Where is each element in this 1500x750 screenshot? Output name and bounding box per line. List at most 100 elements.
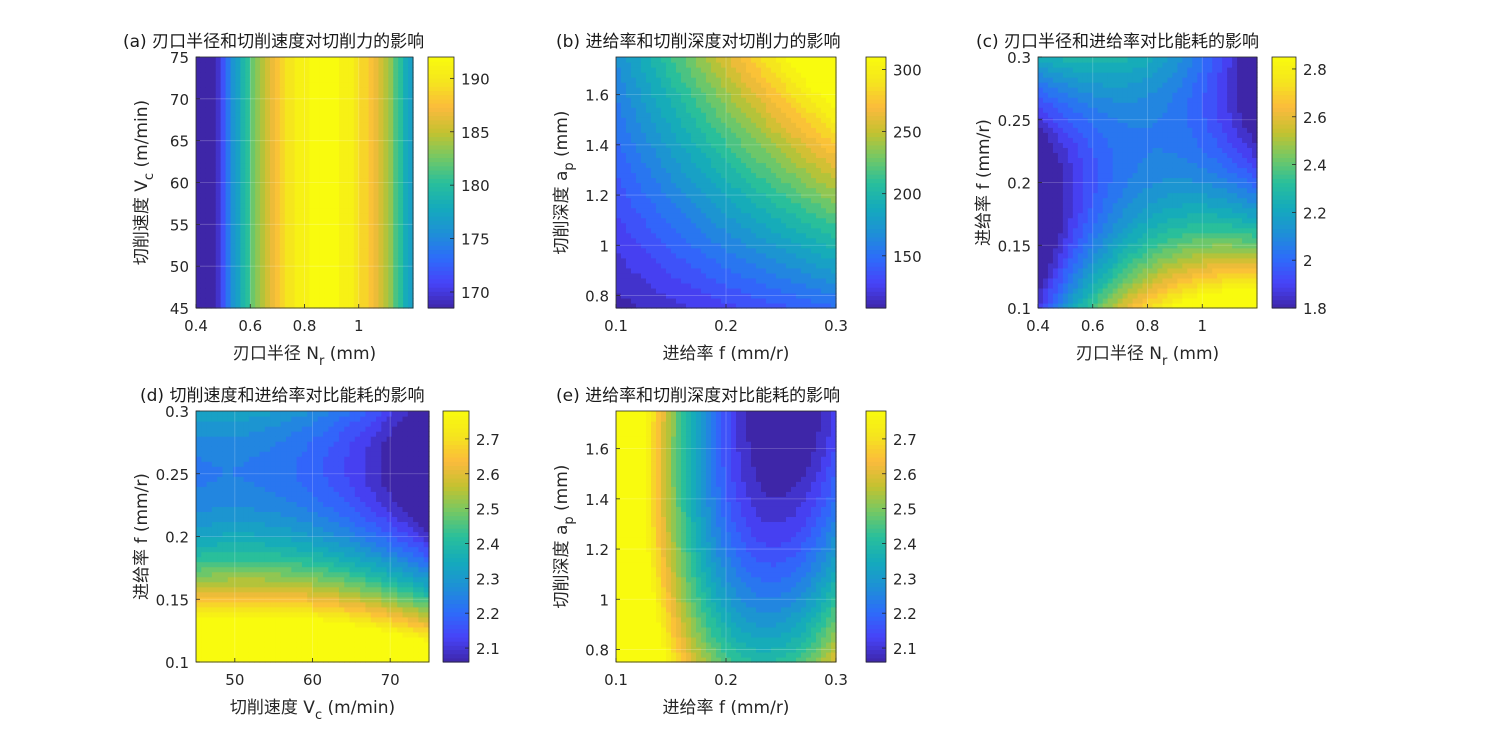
heatmap-cell [235, 282, 241, 289]
heatmap-cell [314, 227, 320, 234]
heatmap-cell [811, 72, 817, 78]
heatmap-cell [686, 57, 692, 63]
heatmap-cell [701, 97, 707, 103]
heatmap-cell [781, 207, 787, 214]
heatmap-cell [681, 212, 687, 219]
heatmap-cell [751, 122, 757, 128]
heatmap-cell [284, 127, 291, 133]
heatmap-cell [1062, 152, 1069, 158]
heatmap-cell [200, 227, 207, 234]
heatmap-cell [711, 62, 717, 68]
heatmap-cell [294, 147, 301, 153]
heatmap-cell [816, 162, 822, 169]
heatmap-cell [289, 297, 296, 304]
heatmap-cell [1047, 262, 1054, 269]
heatmap-cell [294, 282, 301, 289]
heatmap-cell [831, 87, 837, 93]
heatmap-cell [791, 187, 797, 194]
heatmap-cell [686, 182, 692, 189]
heatmap-cell [656, 207, 662, 214]
heatmap-cell [746, 227, 752, 234]
heatmap-cell [299, 237, 306, 244]
heatmap-cell [796, 277, 802, 284]
heatmap-cell [766, 82, 772, 88]
heatmap-cell [791, 302, 797, 309]
heatmap-cell [651, 97, 657, 103]
heatmap-cell [651, 57, 657, 63]
heatmap-cell [651, 187, 657, 194]
heatmap-cell [408, 157, 414, 164]
heatmap-cell [260, 162, 266, 169]
heatmap-cell [398, 137, 404, 143]
heatmap-cell [284, 182, 291, 189]
colorbar-segment [866, 270, 886, 276]
heatmap-cell [801, 157, 807, 164]
heatmap-cell [383, 157, 389, 164]
heatmap-cell [408, 167, 414, 174]
heatmap-cell [245, 57, 251, 63]
heatmap-cell [831, 197, 837, 204]
x-axis-label-a: 刃口半径 Nr (mm) [233, 344, 376, 369]
heatmap-cell [726, 207, 732, 214]
heatmap-cell [378, 212, 385, 219]
heatmap-cell [741, 112, 747, 118]
heatmap-cell [294, 62, 301, 68]
heatmap-cell [269, 302, 276, 309]
heatmap-cell [786, 117, 792, 123]
heatmap-cell [279, 172, 286, 179]
heatmap-cell [761, 97, 767, 103]
heatmap-cell [631, 277, 637, 284]
heatmap-cell [240, 142, 246, 148]
heatmap-cell [806, 282, 812, 289]
heatmap-cell [1052, 257, 1059, 264]
heatmap-cell [393, 82, 399, 88]
heatmap-cell [646, 167, 652, 174]
colorbar-segment [866, 144, 886, 150]
heatmap-cell [319, 212, 325, 219]
heatmap-cell [686, 262, 692, 269]
heatmap-cell [1057, 62, 1064, 68]
heatmap-cell [324, 217, 330, 224]
heatmap-cell [403, 207, 409, 214]
heatmap-cell [240, 242, 246, 249]
heatmap-cell [716, 247, 722, 254]
heatmap-cell [701, 217, 707, 224]
heatmap-cell [383, 262, 389, 269]
heatmap-cell [403, 152, 409, 158]
heatmap-cell [791, 137, 797, 143]
heatmap-cell [716, 167, 722, 174]
heatmap-cell [786, 257, 792, 264]
heatmap-cell [696, 127, 702, 133]
heatmap-cell [806, 152, 812, 158]
heatmap-cell [651, 232, 657, 239]
heatmap-cell [220, 137, 227, 143]
heatmap-cell [786, 102, 792, 108]
colorbar-segment [428, 220, 454, 225]
heatmap-cell [1042, 157, 1049, 164]
heatmap-cell [731, 177, 737, 184]
heatmap-cell [255, 257, 261, 264]
heatmap-cell [1047, 237, 1054, 244]
heatmap-cell [1047, 292, 1054, 299]
heatmap-cell [786, 287, 792, 294]
heatmap-cell [294, 277, 301, 284]
heatmap-cell [205, 227, 212, 234]
heatmap-cell [353, 247, 360, 254]
heatmap-cell [781, 172, 787, 179]
heatmap-cell [240, 227, 246, 234]
heatmap-cell [771, 257, 777, 264]
heatmap-cell [289, 102, 296, 108]
heatmap-cell [324, 102, 330, 108]
heatmap-cell [801, 127, 807, 133]
heatmap-cell [200, 77, 207, 83]
heatmap-cell [284, 157, 291, 164]
heatmap-cell [378, 192, 385, 199]
heatmap-cell [403, 147, 409, 153]
heatmap-cell [200, 252, 207, 259]
heatmap-cell [200, 247, 207, 254]
heatmap-cell [746, 302, 752, 309]
heatmap-cell [786, 152, 792, 158]
heatmap-cell [220, 82, 227, 88]
heatmap-cell [1042, 242, 1049, 249]
heatmap-cell [726, 62, 732, 68]
